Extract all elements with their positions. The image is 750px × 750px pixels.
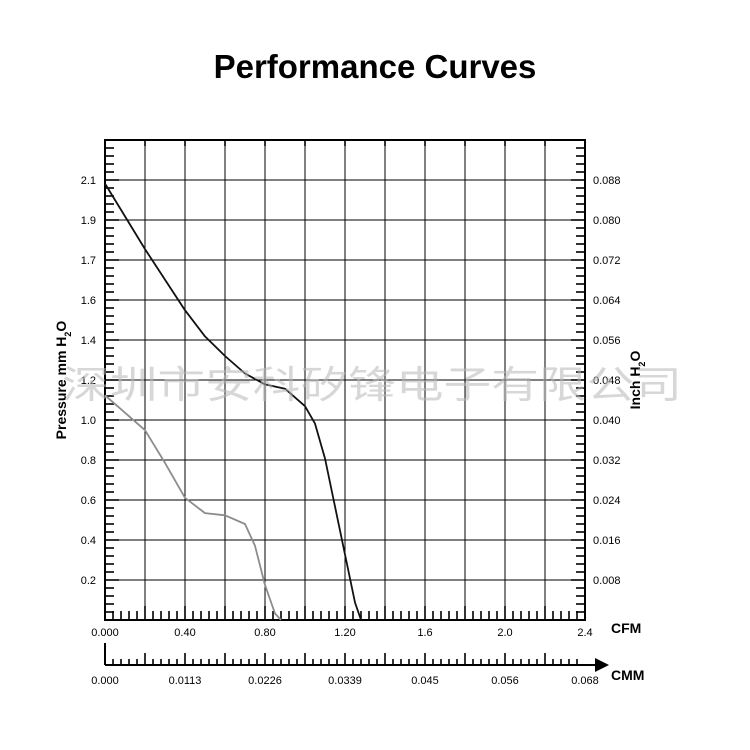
x2-axis-unit-cmm: CMM	[611, 667, 644, 683]
x2-tick-label: 0.0339	[328, 675, 362, 687]
chart-title: Performance Curves	[213, 48, 537, 85]
left-tick-label: 2.1	[81, 175, 96, 187]
x-tick-label: 2.0	[497, 627, 512, 639]
x2-tick-label: 0.0226	[248, 675, 282, 687]
left-tick-label: 1.4	[81, 335, 96, 347]
right-tick-label: 0.080	[593, 215, 621, 227]
series-lines	[104, 183, 362, 621]
series-curve-high	[104, 183, 362, 621]
left-tick-label: 0.2	[81, 575, 96, 587]
left-tick-label: 1.0	[81, 415, 96, 427]
x2-axis-arrowhead	[595, 658, 609, 672]
x-tick-label: 1.20	[334, 627, 355, 639]
grid	[104, 139, 586, 621]
right-tick-label: 0.008	[593, 575, 621, 587]
right-tick-label: 0.024	[593, 495, 621, 507]
left-tick-label: 1.6	[81, 295, 96, 307]
right-tick-label: 0.056	[593, 335, 621, 347]
x-tick-label: 2.4	[577, 627, 592, 639]
left-tick-label: 1.2	[81, 375, 96, 387]
left-tick-label: 0.8	[81, 455, 96, 467]
right-tick-label: 0.048	[593, 375, 621, 387]
watermark: 深圳市安科矽锋电子有限公司	[62, 363, 682, 407]
x-tick-label: 0.000	[91, 627, 119, 639]
x-tick-label: 0.80	[254, 627, 275, 639]
right-tick-label: 0.064	[593, 295, 621, 307]
right-tick-label: 0.032	[593, 455, 621, 467]
x2-tick-label: 0.056	[491, 675, 519, 687]
series-curve-low	[104, 394, 282, 621]
left-tick-label: 1.9	[81, 215, 96, 227]
tick-labels: 0.2 0.4 0.6 0.8 1.0 1.2 1.4 1.6 1.7 1.9 2.1 0.008 0.…	[81, 175, 621, 687]
left-tick-label: 0.6	[81, 495, 96, 507]
right-axis-title: Inch H2O	[627, 351, 647, 410]
left-tick-label: 1.7	[81, 255, 96, 267]
right-tick-label: 0.088	[593, 175, 621, 187]
right-tick-label: 0.016	[593, 535, 621, 547]
axis-ticks	[104, 139, 609, 672]
x2-tick-label: 0.000	[91, 675, 119, 687]
x2-tick-label: 0.068	[571, 675, 599, 687]
left-axis-title: Pressure mm H2O	[53, 321, 73, 440]
left-tick-label: 0.4	[81, 535, 96, 547]
x-tick-label: 1.6	[417, 627, 432, 639]
x-tick-label: 0.40	[174, 627, 195, 639]
x2-tick-label: 0.045	[411, 675, 439, 687]
right-tick-label: 0.040	[593, 415, 621, 427]
x2-tick-label: 0.0113	[169, 675, 202, 687]
x-axis-unit-cfm: CFM	[611, 620, 641, 636]
right-tick-label: 0.072	[593, 255, 621, 267]
